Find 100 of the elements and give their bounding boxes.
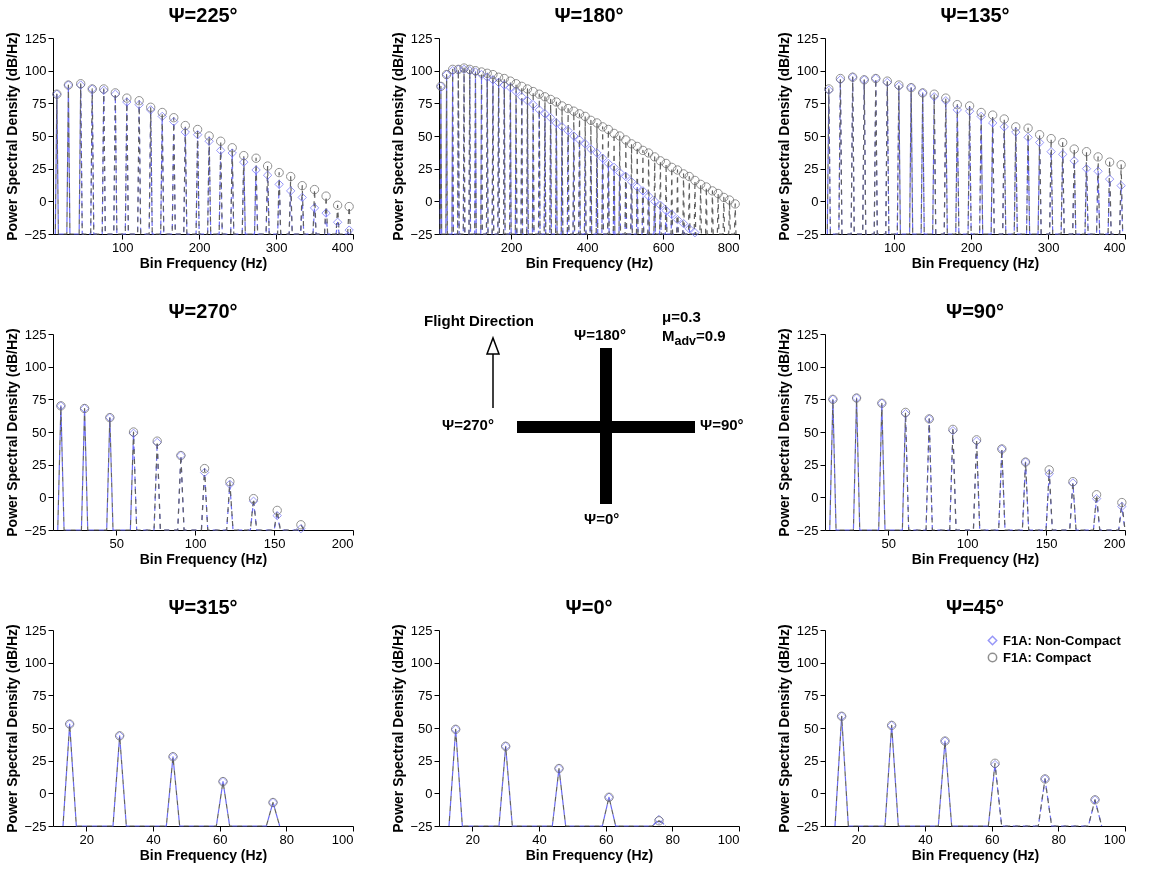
y-tick-label: 0 <box>811 193 819 209</box>
y-tick-label: 50 <box>418 128 433 144</box>
y-tick-label: −25 <box>410 818 433 834</box>
x-tick-label: 80 <box>665 831 681 847</box>
y-tick-label: −25 <box>410 226 433 242</box>
x-tick-label: 150 <box>263 535 286 551</box>
text: Ψ=270° <box>442 416 494 433</box>
x-tick-label: 80 <box>279 831 295 847</box>
y-tick-label: 25 <box>418 753 433 769</box>
y-tick-label: 25 <box>32 753 47 769</box>
y-axis-title: Power Spectral Density (dB/Hz) <box>390 32 407 241</box>
chart-title: Ψ=315° <box>168 595 238 618</box>
y-tick-label: 25 <box>804 753 819 769</box>
y-tick-label: −25 <box>24 226 47 242</box>
y-tick-label: 0 <box>39 489 47 505</box>
y-tick-label: 0 <box>425 193 433 209</box>
x-tick-label: 100 <box>956 535 979 551</box>
y-tick-label: 0 <box>811 489 819 505</box>
x-tick-label: 100 <box>184 535 207 551</box>
y-tick-label: 75 <box>32 95 47 111</box>
x-tick-label: 50 <box>881 535 896 551</box>
x-axis-title: Bin Frequency (Hz) <box>911 846 1040 863</box>
text: Ψ=180° <box>574 326 626 343</box>
y-tick-label: 100 <box>24 63 47 79</box>
y-tick-label: 50 <box>418 720 433 736</box>
y-tick-label: 125 <box>24 326 47 342</box>
x-tick-label: 200 <box>500 239 523 255</box>
y-tick-label: 100 <box>796 655 819 671</box>
y-tick-label: 50 <box>32 128 47 144</box>
x-tick-label: 100 <box>331 831 354 847</box>
x-tick-label: 150 <box>1035 535 1058 551</box>
y-tick-label: 25 <box>418 161 433 177</box>
legend-label: F1A: Compact <box>1003 649 1092 665</box>
y-tick-label: 50 <box>32 720 47 736</box>
x-tick-label: 40 <box>146 831 161 847</box>
x-tick-label: 300 <box>265 239 288 255</box>
y-tick-label: 75 <box>418 95 433 111</box>
x-tick-label: 100 <box>883 239 906 255</box>
y-tick-label: 75 <box>32 687 47 703</box>
y-tick-label: 125 <box>796 622 819 638</box>
x-tick-label: 60 <box>598 831 614 847</box>
x-axis-title: Bin Frequency (Hz) <box>139 550 268 567</box>
y-tick-label: 100 <box>24 655 47 671</box>
y-tick-label: 0 <box>39 193 47 209</box>
y-tick-label: 0 <box>811 785 819 801</box>
x-tick-label: 100 <box>1103 831 1126 847</box>
chart-title: Ψ=225° <box>168 3 238 26</box>
x-tick-label: 600 <box>652 239 675 255</box>
y-axis-title: Power Spectral Density (dB/Hz) <box>776 32 793 241</box>
x-axis-title: Bin Frequency (Hz) <box>911 254 1040 271</box>
text: M$_{adv}$=0.9 <box>662 327 726 348</box>
legend-label: F1A: Non-Compact <box>1003 632 1122 648</box>
x-tick-label: 400 <box>1103 239 1126 255</box>
y-tick-label: 75 <box>804 95 819 111</box>
y-tick-label: 0 <box>39 785 47 801</box>
x-tick-label: 40 <box>918 831 933 847</box>
text: μ=0.3 <box>662 308 701 325</box>
y-tick-label: 100 <box>24 359 47 375</box>
x-tick-label: 60 <box>212 831 228 847</box>
x-axis-title: Bin Frequency (Hz) <box>525 254 654 271</box>
x-tick-label: 200 <box>331 535 354 551</box>
y-tick-label: 75 <box>804 687 819 703</box>
text: Ψ=90° <box>700 416 744 433</box>
x-tick-label: 800 <box>717 239 740 255</box>
x-tick-label: 200 <box>188 239 211 255</box>
y-tick-label: −25 <box>24 522 47 538</box>
x-tick-label: 20 <box>79 831 95 847</box>
y-tick-label: 25 <box>804 457 819 473</box>
x-tick-label: 100 <box>717 831 740 847</box>
x-tick-label: 400 <box>576 239 599 255</box>
y-axis-title: Power Spectral Density (dB/Hz) <box>390 624 407 833</box>
x-axis-title: Bin Frequency (Hz) <box>911 550 1040 567</box>
x-axis-title: Bin Frequency (Hz) <box>139 846 268 863</box>
x-tick-label: 80 <box>1051 831 1067 847</box>
x-tick-label: 400 <box>331 239 354 255</box>
chart-title: Ψ=0° <box>565 595 613 618</box>
y-axis-title: Power Spectral Density (dB/Hz) <box>776 328 793 537</box>
y-tick-label: −25 <box>796 226 819 242</box>
y-tick-label: 125 <box>796 30 819 46</box>
x-tick-label: 200 <box>1103 535 1126 551</box>
y-tick-label: 25 <box>32 161 47 177</box>
y-axis-title: Power Spectral Density (dB/Hz) <box>4 32 21 241</box>
y-tick-label: 50 <box>804 128 819 144</box>
text: Flight Direction <box>424 312 534 329</box>
x-tick-label: 20 <box>465 831 481 847</box>
x-tick-label: 100 <box>111 239 134 255</box>
y-tick-label: 50 <box>804 424 819 440</box>
y-tick-label: −25 <box>796 522 819 538</box>
x-tick-label: 300 <box>1037 239 1060 255</box>
x-tick-label: 200 <box>960 239 983 255</box>
chart-title: Ψ=135° <box>940 3 1010 26</box>
y-tick-label: −25 <box>796 818 819 834</box>
y-tick-label: 100 <box>796 359 819 375</box>
y-tick-label: 125 <box>24 622 47 638</box>
y-axis-title: Power Spectral Density (dB/Hz) <box>4 328 21 537</box>
y-tick-label: 125 <box>410 30 433 46</box>
y-tick-label: 0 <box>425 785 433 801</box>
y-tick-label: 100 <box>796 63 819 79</box>
y-tick-label: 50 <box>32 424 47 440</box>
x-tick-label: 60 <box>984 831 1000 847</box>
